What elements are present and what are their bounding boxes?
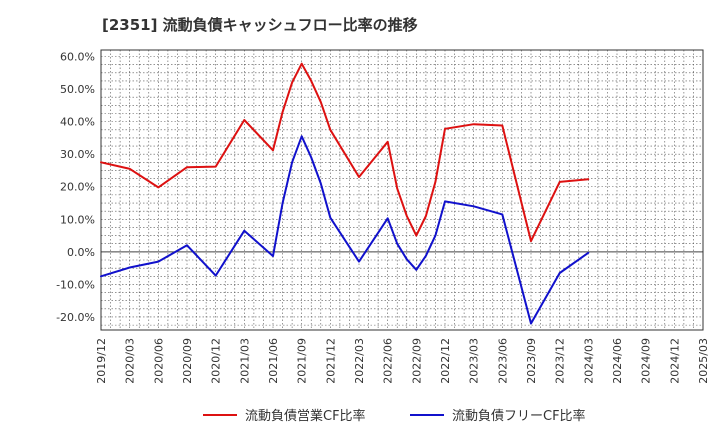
x-tick-label: 2024/09 [640, 338, 653, 384]
x-tick-label: 2024/06 [611, 338, 624, 384]
x-tick-label: 2022/03 [353, 338, 366, 384]
x-tick-label: 2022/06 [382, 338, 395, 384]
y-tick-label: 0.0% [67, 246, 95, 259]
x-tick-label: 2019/12 [95, 338, 108, 384]
x-tick-label: 2025/03 [697, 338, 710, 384]
plot-area [101, 50, 703, 330]
y-tick-label: -10.0% [56, 278, 95, 291]
series-line-1 [100, 62, 590, 243]
x-tick-label: 2024/12 [668, 338, 681, 384]
x-tick-label: 2021/09 [296, 338, 309, 384]
x-tick-label: 2022/12 [439, 338, 452, 384]
y-tick-label: 60.0% [60, 51, 95, 64]
x-tick-label: 2023/12 [554, 338, 567, 384]
x-tick-label: 2021/06 [267, 338, 280, 384]
plot-border [100, 49, 704, 331]
y-tick-label: 30.0% [60, 148, 95, 161]
x-tick-label: 2020/06 [152, 338, 165, 384]
x-tick-label: 2023/06 [496, 338, 509, 384]
x-tick-label: 2021/12 [324, 338, 337, 384]
x-tick-label: 2023/03 [468, 338, 481, 384]
y-tick-label: 50.0% [60, 83, 95, 96]
chart-title: [2351] 流動負債キャッシュフロー比率の推移 [102, 16, 418, 34]
x-tick-label: 2021/03 [238, 338, 251, 384]
x-tick-label: 2020/09 [181, 338, 194, 384]
x-tick-label: 2020/12 [210, 338, 223, 384]
x-tick-label: 2023/09 [525, 338, 538, 384]
x-tick-label: 2024/03 [582, 338, 595, 384]
y-tick-label: 10.0% [60, 213, 95, 226]
y-tick-label: 20.0% [60, 181, 95, 194]
y-tick-label: -20.0% [56, 311, 95, 324]
x-tick-label: 2020/03 [124, 338, 137, 384]
y-tick-label: 40.0% [60, 116, 95, 129]
legend-label-2: 流動負債フリーCF比率 [452, 408, 586, 424]
legend-label-1: 流動負債営業CF比率 [245, 408, 366, 424]
series-line-2 [100, 135, 590, 325]
x-tick-label: 2022/09 [410, 338, 423, 384]
